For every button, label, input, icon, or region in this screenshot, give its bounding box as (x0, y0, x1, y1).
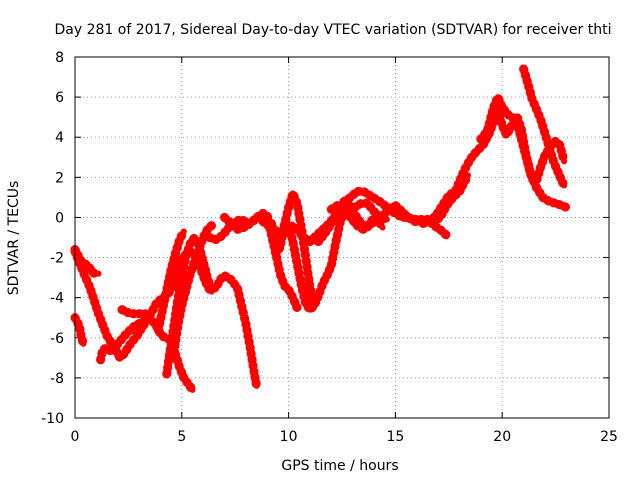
series-markers-arc-4 (96, 313, 197, 395)
series-markers-arc-17 (519, 64, 569, 190)
y-tick-label: 4 (55, 130, 64, 146)
axis-ticks: 0 5 10 15 20 25 -10 -8 -6 -4 -2 0 2 4 6 8 (41, 50, 618, 445)
series-markers-arc-7 (153, 227, 189, 335)
series-markers-arc-5 (117, 305, 150, 319)
y-tick-label: 8 (55, 50, 64, 66)
y-tick-label: -8 (50, 371, 64, 387)
series-markers-arc-15 (418, 106, 571, 228)
series-markers-arc-14 (326, 170, 473, 234)
x-tick-label: 10 (280, 429, 298, 445)
series-markers-arc-16 (476, 92, 569, 186)
grid (75, 57, 609, 418)
y-tick-label: -10 (41, 411, 64, 427)
x-tick-label: 5 (177, 429, 186, 445)
series-markers-arc-1 (70, 313, 88, 349)
chart-title: Day 281 of 2017, Sidereal Day-to-day VTE… (55, 22, 612, 38)
y-tick-label: 6 (55, 90, 64, 106)
y-axis-label: SDTVAR / TECUs (6, 181, 22, 296)
x-tick-label: 15 (386, 429, 404, 445)
series-markers-arc-10 (220, 208, 302, 313)
series-markers-arc-9 (205, 198, 392, 246)
y-tick-label: -4 (50, 291, 64, 307)
plot-frame (74, 56, 610, 419)
y-tick-label: -6 (50, 331, 64, 347)
series-markers-arc-3 (70, 247, 262, 391)
series-markers-arc-11 (267, 188, 319, 309)
x-tick-label: 25 (600, 429, 618, 445)
x-axis-label: GPS time / hours (281, 458, 398, 474)
series-markers-arc-8 (168, 221, 217, 363)
x-tick-label: 0 (71, 429, 80, 445)
y-tick-label: 2 (55, 170, 64, 186)
series-group (70, 64, 571, 395)
x-tick-label: 20 (493, 429, 511, 445)
y-tick-label: -2 (50, 251, 64, 267)
y-tick-label: 0 (55, 210, 64, 226)
